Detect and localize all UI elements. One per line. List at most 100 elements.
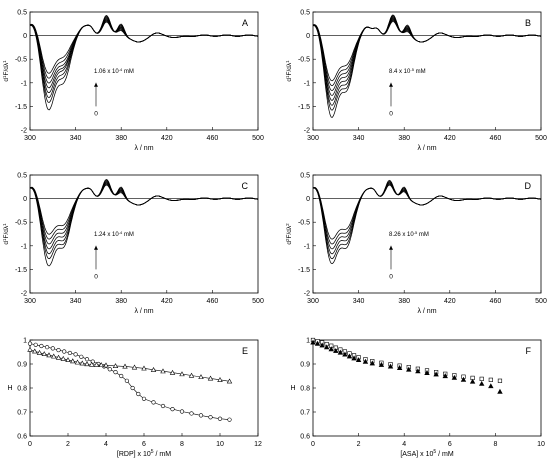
- y-tick-label: 0.9: [17, 362, 27, 369]
- arrow-head: [389, 245, 393, 250]
- concentration-annotation: 8.26 x 10-5 mM: [389, 229, 429, 238]
- chart-panel-d: D 300 340 380 420 460 500 0.5 0 -0.5 -1 -1.5 -2 λ / n…: [285, 173, 547, 316]
- data-point-triangle: [36, 349, 43, 355]
- data-point-circle: [189, 411, 194, 416]
- data-point-circle: [170, 407, 175, 412]
- x-axis-label: λ / nm: [134, 145, 153, 152]
- data-point-triangle: [46, 352, 52, 358]
- spectrum-curve: [29, 19, 259, 84]
- arrow-start-label: 0: [94, 110, 98, 117]
- data-point-triangle: [160, 368, 166, 374]
- data-point-triangle: [433, 371, 439, 377]
- x-tick-label: 2: [66, 441, 70, 448]
- spectrum-curve: [29, 18, 259, 89]
- data-point-triangle: [179, 371, 185, 377]
- y-tick-label: 0.9: [300, 362, 310, 369]
- x-tick-label: 340: [70, 135, 82, 142]
- x-tick-label: 0: [28, 441, 32, 448]
- spectrum-curve: [29, 21, 259, 74]
- x-tick-label: 300: [307, 135, 319, 142]
- data-point-triangle: [84, 361, 90, 367]
- data-point-triangle: [131, 364, 138, 370]
- x-tick-label: 300: [24, 135, 36, 142]
- x-tick-label: 10: [537, 441, 545, 448]
- panel-label: B: [525, 18, 531, 28]
- x-tick-label: 2: [357, 441, 361, 448]
- y-tick-label: 0.7: [17, 410, 27, 417]
- y-tick-label: 0: [306, 33, 310, 40]
- x-tick-label: 420: [161, 298, 173, 305]
- data-point-triangle: [396, 365, 403, 370]
- y-tick-label: -2: [304, 128, 310, 135]
- data-point-triangle: [122, 363, 128, 369]
- chart-panel-f: F 0 2 4 6 8 10 1 0.9 0.8 0.7 0.6 [ASA] x 105 / mM H: [290, 338, 545, 459]
- x-tick-label: 460: [207, 135, 219, 142]
- x-tick-label: 460: [490, 298, 502, 305]
- y-tick-label: -1.5: [15, 267, 27, 274]
- y-tick-label: 0: [23, 33, 27, 40]
- data-point-triangle: [319, 342, 325, 348]
- spectrum-curve: [29, 181, 259, 250]
- x-tick-label: 380: [115, 298, 127, 305]
- data-point-triangle: [98, 362, 104, 368]
- data-point-triangle: [406, 366, 412, 372]
- y-tick-label: 0.7: [300, 410, 310, 417]
- y-tick-label: 0.8: [300, 386, 310, 393]
- y-axis-label: d1F/dλ1: [285, 60, 294, 82]
- y-axis-label: d2F/dλ2: [285, 223, 294, 245]
- data-point-circle: [44, 345, 50, 350]
- spectrum-curve: [312, 18, 542, 96]
- panel-label: E: [242, 346, 248, 356]
- plot-frame: [312, 339, 542, 437]
- arrow-start-label: 0: [94, 273, 98, 280]
- y-tick-label: -1: [304, 80, 310, 87]
- x-tick-label: 420: [444, 135, 456, 142]
- x-tick-label: 4: [402, 441, 406, 448]
- data-point-triangle: [198, 374, 204, 380]
- data-point-circle: [27, 341, 33, 346]
- spectrum-curve: [312, 179, 542, 265]
- x-tick-label: 500: [535, 298, 547, 305]
- y-tick-label: -1.5: [298, 104, 310, 111]
- y-tick-label: 1: [306, 338, 310, 345]
- plot-frame: [29, 174, 259, 294]
- data-point-circle: [179, 409, 185, 414]
- y-tick-label: -2: [21, 291, 27, 298]
- y-tick-label: -1.5: [15, 104, 27, 111]
- data-point-triangle: [346, 353, 353, 359]
- arrow-head: [94, 245, 98, 250]
- y-axis-label: d1F/dλ1: [2, 223, 11, 245]
- chart-panel-b: B 300 340 380 420 460 500 0.5 0 -0.5 -1 -1.5 -2 λ / n…: [285, 10, 547, 153]
- data-point-triangle: [41, 351, 47, 357]
- plot-frame: [312, 11, 542, 131]
- arrow-head: [389, 82, 393, 87]
- data-point-circle: [130, 385, 135, 391]
- data-point-triangle: [460, 376, 467, 382]
- y-tick-label: 0.5: [17, 173, 27, 180]
- x-tick-label: 4: [104, 441, 108, 448]
- data-point-triangle: [74, 359, 81, 365]
- x-tick-label: 8: [493, 441, 497, 448]
- data-point-triangle: [378, 361, 385, 367]
- data-point-triangle: [89, 361, 95, 367]
- data-point-triangle: [226, 378, 233, 384]
- spectrum-curve: [29, 15, 259, 103]
- plot-frame: [29, 11, 259, 131]
- panel-label: C: [242, 181, 249, 191]
- data-point-triangle: [60, 355, 66, 361]
- y-tick-label: -1: [304, 243, 310, 250]
- data-point-circle: [160, 403, 166, 409]
- data-point-circle: [113, 370, 118, 375]
- y-tick-label: -0.5: [15, 57, 27, 64]
- y-tick-label: -2: [21, 128, 27, 135]
- x-tick-label: 12: [254, 441, 262, 448]
- data-point-circle: [141, 396, 147, 401]
- x-tick-label: 460: [207, 298, 219, 305]
- data-point-circle: [50, 346, 55, 351]
- x-tick-label: 500: [252, 298, 264, 305]
- data-point-triangle: [217, 377, 223, 382]
- x-tick-label: 380: [115, 135, 127, 142]
- spectrum-curve: [29, 16, 259, 98]
- y-tick-label: 0.5: [17, 10, 27, 17]
- x-tick-label: 380: [398, 298, 410, 305]
